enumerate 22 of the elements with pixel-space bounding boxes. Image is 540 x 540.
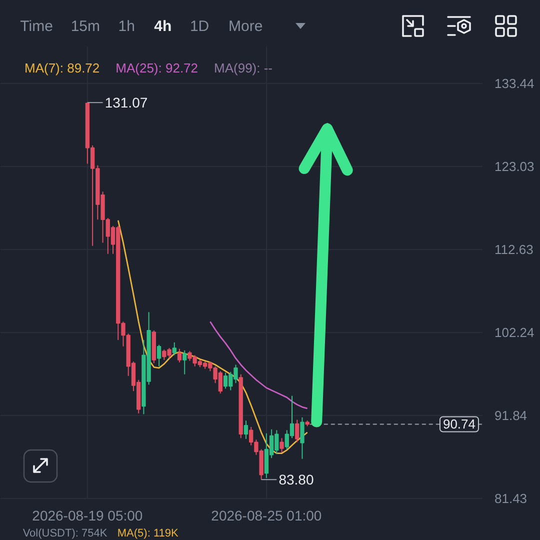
annotation: 83.80 — [278, 472, 314, 488]
text: 15m — [70, 18, 100, 35]
x-tick-label: 2026-08-25 01:00 — [211, 508, 322, 524]
y-tick-label: 123.03 — [494, 159, 534, 174]
text: MA(25): 92.72 — [116, 60, 198, 76]
text: Time — [20, 18, 53, 35]
text: Vol(USDT): 754K — [22, 528, 108, 540]
y-tick-label: 81.43 — [494, 491, 528, 506]
text: MA(7): 89.72 — [24, 60, 100, 76]
text: 1h — [118, 18, 135, 35]
text: More — [228, 18, 263, 35]
y-tick-label: 91.84 — [494, 408, 528, 423]
legend-label: MA(99): -- — [214, 60, 273, 76]
annotation: 131.07 — [104, 94, 148, 111]
y-tick-label: 133.44 — [494, 76, 534, 92]
y-tick-label: 112.63 — [494, 242, 534, 258]
x-tick-label: 2026-08-19 05:00 — [32, 508, 143, 524]
text: 4h — [154, 18, 172, 35]
text: MA(5): 119K — [117, 528, 179, 540]
y-tick-label: 102.24 — [494, 325, 534, 340]
ref-line-label: 90.74 — [442, 416, 476, 432]
text: 1D — [190, 18, 210, 35]
